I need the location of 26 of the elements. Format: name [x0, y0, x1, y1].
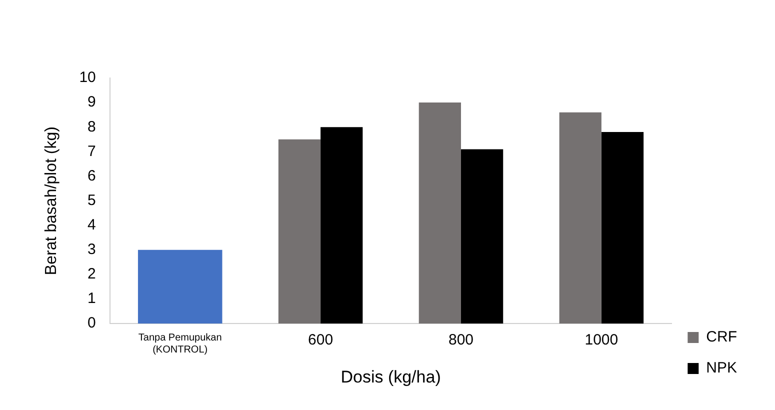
x-tick-label: 600: [308, 332, 334, 349]
y-tick-label: 9: [88, 94, 96, 111]
bar: [460, 149, 504, 324]
x-tick-label: Tanpa Pemupukan (KONTROL): [138, 332, 222, 356]
bar: [278, 139, 321, 324]
y-tick-label: 2: [88, 266, 96, 283]
y-tick-label: 10: [79, 69, 96, 86]
y-tick-label: 8: [88, 118, 96, 136]
x-tick-label: 800: [448, 332, 474, 349]
bar: [138, 250, 222, 324]
y-tick-label: 6: [88, 167, 96, 184]
y-tick-label: 7: [88, 142, 96, 160]
legend-label: CRF: [706, 328, 737, 346]
y-tick-label: 0: [88, 314, 96, 332]
bar: [559, 112, 602, 324]
x-axis-title: Dosis (kg/ha): [340, 367, 441, 386]
legend-label: NPK: [706, 360, 737, 377]
y-tick-label: 5: [88, 192, 96, 209]
bar: [418, 102, 461, 324]
y-tick-label: 1: [88, 290, 96, 308]
y-axis-title: Berat basah/plot (kg): [43, 126, 60, 276]
y-tick-label: 4: [88, 216, 96, 234]
x-tick-label: 1000: [584, 332, 618, 349]
bar: [320, 127, 363, 324]
y-tick-label: 3: [88, 241, 96, 258]
bar: [601, 132, 644, 324]
